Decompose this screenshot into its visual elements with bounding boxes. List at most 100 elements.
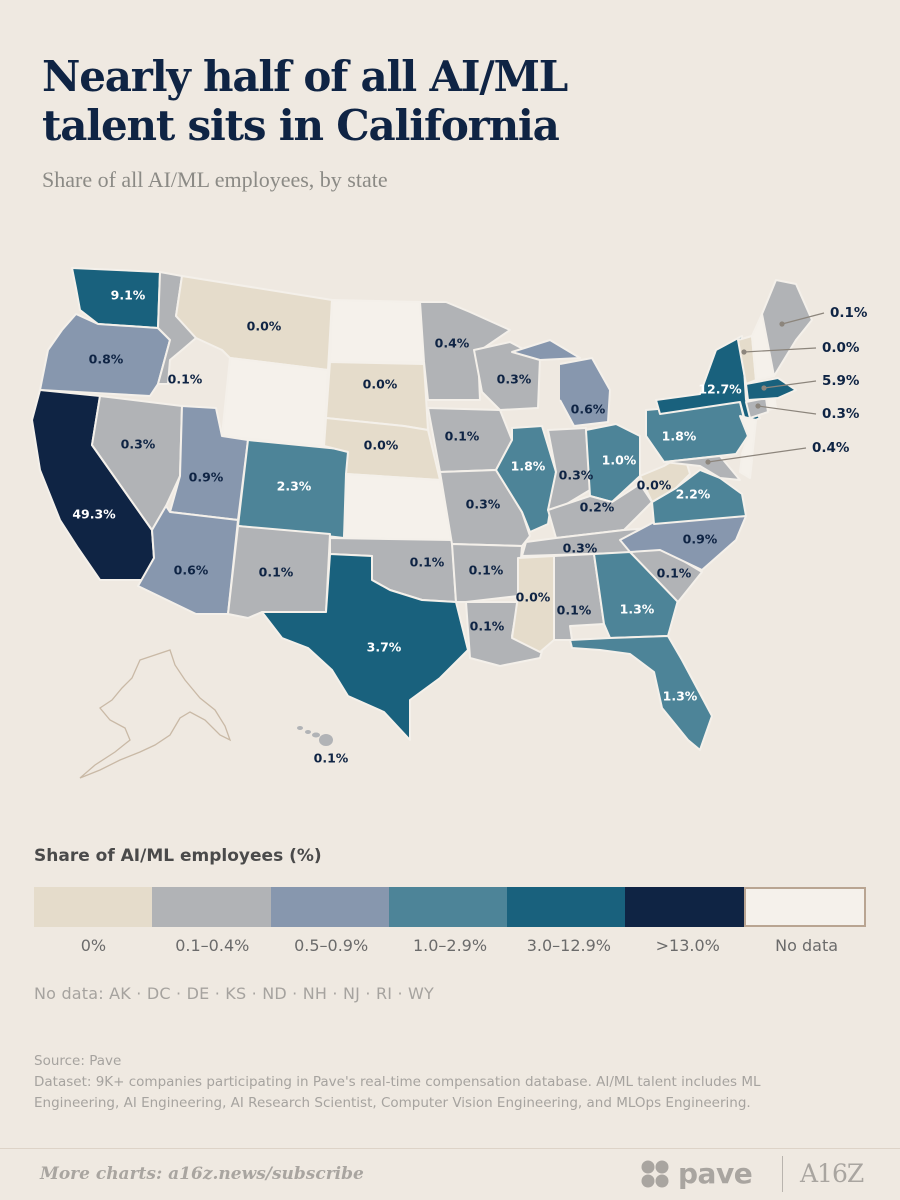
- callout-label-ma: 5.9%: [822, 373, 860, 389]
- callout-dot-ct: [755, 403, 761, 409]
- state-ma: [745, 377, 797, 401]
- legend-label: 1.0–2.9%: [412, 936, 488, 955]
- state-label-oh: 1.0%: [602, 453, 637, 468]
- legend-swatches: [34, 887, 866, 929]
- state-label-nc: 0.9%: [683, 532, 718, 547]
- state-label-va: 2.2%: [676, 487, 711, 502]
- callout-line-ma: [763, 380, 817, 389]
- state-label-nv: 0.3%: [121, 437, 156, 452]
- legend-label: 0%: [80, 936, 107, 955]
- state-fl: [569, 635, 713, 751]
- state-label-ne: 0.0%: [364, 438, 399, 453]
- state-label-ga: 1.3%: [620, 602, 655, 617]
- legend-label: 0.1–0.4%: [175, 936, 250, 955]
- callout-dot-md: [705, 459, 711, 465]
- state-label-hi: 0.1%: [314, 751, 349, 766]
- state-nd: [329, 299, 425, 363]
- state-ar: [451, 543, 523, 603]
- state-label-ms: 0.0%: [516, 590, 551, 605]
- state-label-la: 0.1%: [470, 619, 505, 634]
- callout-line-me: [781, 312, 825, 325]
- state-label-or: 0.8%: [89, 352, 124, 367]
- legend-swatch-4: [507, 887, 626, 927]
- state-label-il: 1.8%: [511, 459, 546, 474]
- state-de: [739, 455, 753, 479]
- state-label-sd: 0.0%: [363, 377, 398, 392]
- logo-divider: [782, 1156, 783, 1192]
- state-tx: [261, 553, 469, 741]
- pave-dots-icon: [641, 1160, 669, 1187]
- us-map: 9.1% 0.8% 49.3% 0.1% 0.3% 0.0% 0.9% 0.6% 2.3% 0.1…: [31, 267, 868, 779]
- callout-dot-ma: [761, 385, 767, 391]
- legend-label: >13.0%: [655, 936, 720, 955]
- a16z-logo: A16Z: [800, 1159, 864, 1188]
- state-label-id: 0.1%: [168, 372, 203, 387]
- dataset-text: Dataset: 9K+ companies participating in …: [34, 1074, 761, 1111]
- state-label-wv: 0.0%: [637, 478, 672, 493]
- state-label-mt: 0.0%: [247, 319, 282, 334]
- callout-line-vt: [743, 347, 817, 353]
- state-me: [761, 279, 813, 377]
- legend-swatch-3: [388, 887, 508, 927]
- state-label-ar: 0.1%: [469, 563, 504, 578]
- state-label-ky: 0.2%: [580, 500, 615, 515]
- state-label-sc: 0.1%: [657, 566, 692, 581]
- legend-label: 3.0–12.9%: [526, 936, 611, 955]
- state-label-fl: 1.3%: [663, 689, 698, 704]
- state-label-tx: 3.7%: [367, 640, 402, 655]
- state-label-ca: 49.3%: [72, 507, 116, 522]
- state-or: [39, 313, 171, 397]
- state-wi: [473, 341, 541, 411]
- callout-label-me: 0.1%: [830, 305, 868, 321]
- callout-dot-vt: [741, 349, 747, 355]
- callout-label-vt: 0.0%: [822, 340, 860, 356]
- state-label-tn: 0.3%: [563, 541, 598, 556]
- legend-swatch-1: [152, 887, 271, 927]
- legend-label: 0.5–0.9%: [294, 936, 369, 955]
- legend-label: No data: [775, 936, 839, 955]
- legend-swatch-no-data: [743, 887, 866, 927]
- callout-line-ct: [757, 405, 817, 415]
- state-label-ut: 0.9%: [189, 470, 224, 485]
- state-label-mi: 0.6%: [571, 402, 606, 417]
- state-label-mn: 0.4%: [435, 336, 470, 351]
- state-wy: [221, 357, 329, 447]
- page-title: Nearly half of all AI/ML talent sits in …: [42, 52, 568, 150]
- no-data-note: No data: AK · DC · DE · KS · ND · NH · N…: [34, 984, 435, 1003]
- page-subtitle: Share of all AI/ML employees, by state: [42, 167, 388, 192]
- state-label-mo: 0.3%: [466, 497, 501, 512]
- subscribe-link[interactable]: More charts: a16z.news/subscribe: [40, 1164, 364, 1184]
- state-label-co: 2.3%: [277, 479, 312, 494]
- callout-label-md: 0.4%: [812, 440, 850, 456]
- state-label-nm: 0.1%: [259, 565, 294, 580]
- state-label-wa: 9.1%: [111, 288, 146, 303]
- state-il: [495, 425, 557, 533]
- source-text: Source: Pave: [34, 1053, 122, 1069]
- legend-swatch-2: [270, 887, 389, 927]
- legend-swatch-0: [34, 887, 153, 927]
- state-md: [663, 455, 741, 481]
- pave-wordmark: pave: [678, 1157, 753, 1190]
- alaska-outline: [79, 649, 232, 779]
- state-label-ny: 12.7%: [698, 382, 742, 397]
- callout-label-ct: 0.3%: [822, 406, 860, 422]
- pave-logo: pave: [640, 1157, 753, 1190]
- state-label-az: 0.6%: [174, 563, 209, 578]
- legend-title: Share of AI/ML employees (%): [34, 846, 322, 866]
- legend-labels: 0% 0.1–0.4% 0.5–0.9% 1.0–2.9% 3.0–12.9% …: [34, 936, 866, 955]
- state-label-in: 0.3%: [559, 468, 594, 483]
- callout-dot-me: [779, 321, 785, 327]
- hawaii-islands: [297, 726, 333, 746]
- callout-line-md: [707, 447, 807, 463]
- state-label-al: 0.1%: [557, 603, 592, 618]
- state-label-pa: 1.8%: [662, 429, 697, 444]
- state-label-ia: 0.1%: [445, 429, 480, 444]
- state-wv: [639, 453, 691, 503]
- source-note: Source: Pave Dataset: 9K+ companies part…: [34, 1051, 834, 1114]
- legend-swatch-5: [625, 887, 744, 927]
- state-label-ok: 0.1%: [410, 555, 445, 570]
- state-mi: [511, 339, 611, 427]
- footer-divider: [0, 1148, 900, 1149]
- state-label-wi: 0.3%: [497, 372, 532, 387]
- state-ks: [343, 473, 453, 541]
